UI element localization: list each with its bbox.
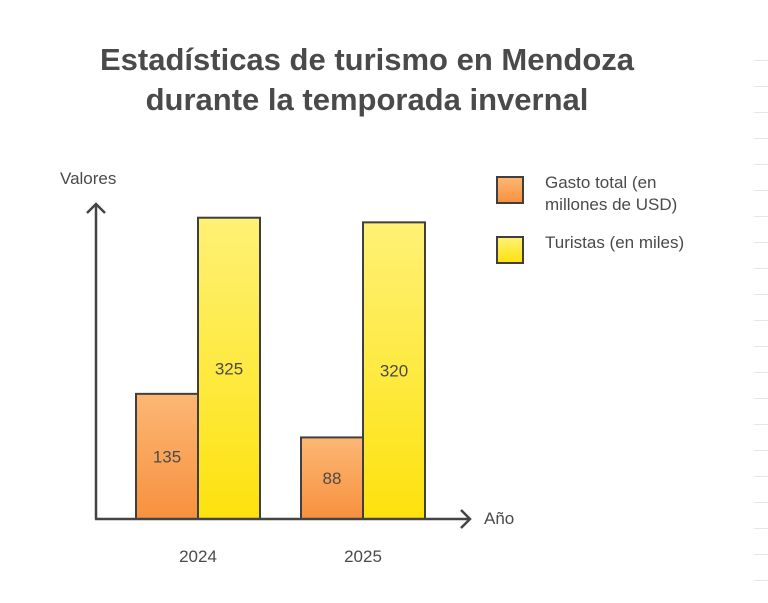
legend-label-turistas-line-1: Turistas (en miles) (545, 233, 685, 252)
edge-decoration (754, 60, 768, 590)
data-label-turistas-2024: 325 (215, 359, 243, 378)
data-label-turistas-2025: 320 (380, 362, 408, 381)
chart-title: Estadísticas de turismo en Mendoza duran… (0, 40, 734, 120)
chart-title-line-1: Estadísticas de turismo en Mendoza (99, 42, 635, 77)
bar-turistas-2025 (362, 221, 426, 520)
legend-swatch-turistas (496, 236, 524, 264)
legend-label-gasto: Gasto total (en millones de USD) (545, 172, 677, 216)
x-tick-labels: 2024 2025 (179, 547, 382, 566)
legend-swatch-gasto (496, 176, 524, 204)
data-label-gasto-2024: 135 (153, 447, 181, 466)
bar-turistas-2024 (197, 216, 261, 520)
chart-title-line-2: durante la temporada invernal (145, 82, 589, 117)
legend-label-gasto-line-1: Gasto total (en (545, 173, 657, 192)
x-tick-label-2024: 2024 (179, 547, 217, 566)
legend-label-turistas: Turistas (en miles) (545, 232, 684, 254)
x-axis-arrow (460, 509, 472, 529)
y-axis-label: Valores (60, 169, 116, 188)
bars-group: 135 325 88 320 (135, 216, 426, 521)
legend: Gasto total (en millones de USD) Turista… (496, 172, 736, 280)
y-axis-arrow (86, 202, 106, 214)
x-tick-label-2025: 2025 (344, 547, 382, 566)
data-label-gasto-2025: 88 (323, 469, 342, 488)
legend-item-turistas: Turistas (en miles) (496, 232, 736, 264)
legend-label-gasto-line-2: millones de USD) (545, 195, 678, 214)
legend-item-gasto: Gasto total (en millones de USD) (496, 172, 736, 216)
x-axis-label: Año (484, 509, 514, 528)
